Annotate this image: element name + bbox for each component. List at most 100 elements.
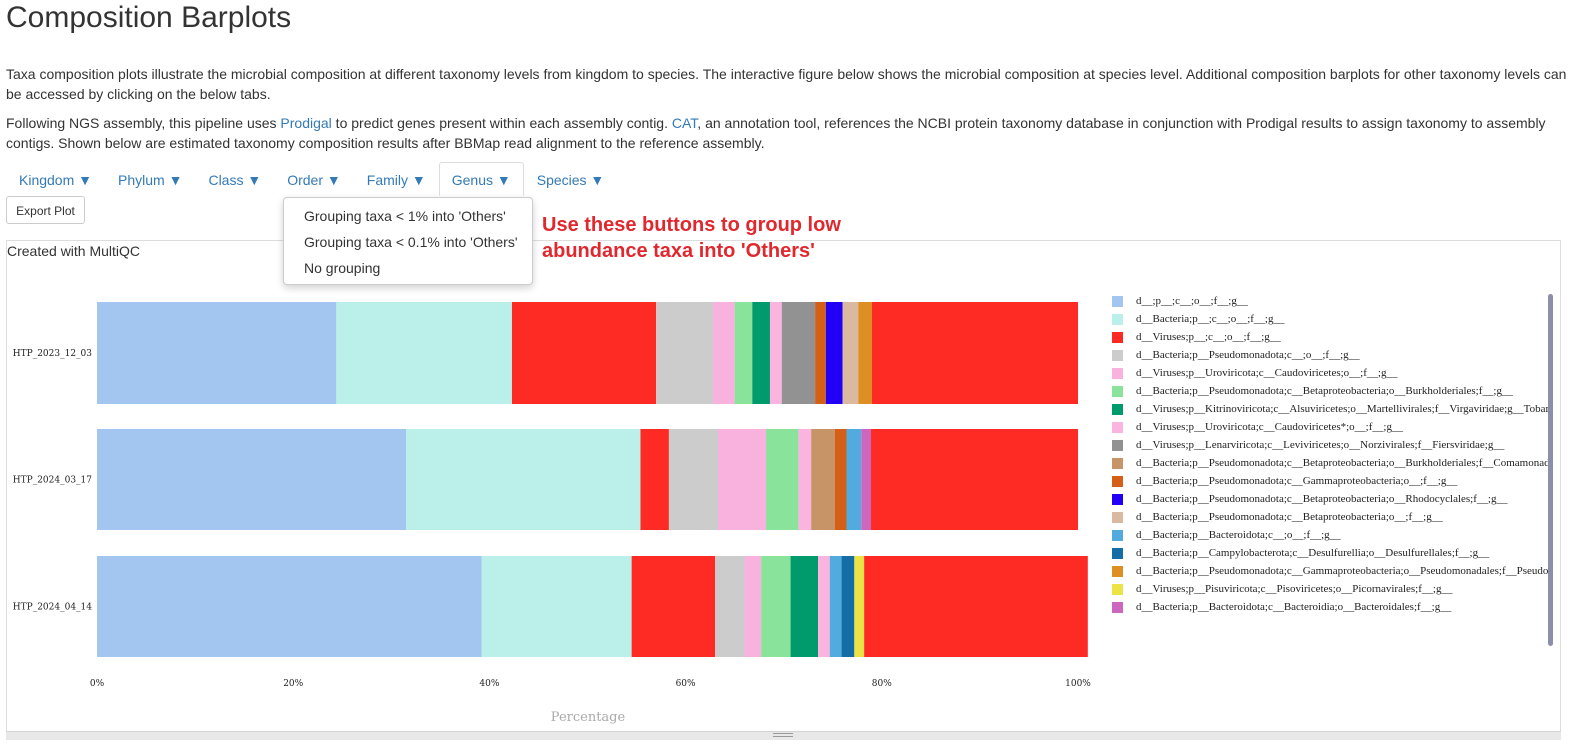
plot-resize-handle[interactable]: [6, 731, 1561, 740]
legend-item[interactable]: d__Viruses;p__Lenarviricota;c__Leviviric…: [1112, 438, 1550, 453]
legend-item[interactable]: d__Bacteria;p__Pseudomonadota;c__Gammapr…: [1112, 474, 1550, 489]
tab-class[interactable]: Class ▼: [208, 172, 262, 188]
bar-segment-0-18[interactable]: [871, 302, 1078, 404]
bar-segment-1-0[interactable]: [97, 429, 407, 530]
page-title: Composition Barplots: [6, 1, 292, 34]
bar-segment-0-5[interactable]: [734, 302, 753, 404]
tab-family[interactable]: Family ▼: [366, 172, 426, 188]
method-text-2: to predict genes present within each ass…: [331, 115, 672, 131]
legend-label: d__Viruses;p__Kitrinoviricota;c__Alsuvir…: [1136, 403, 1550, 415]
group-1pct-option[interactable]: Grouping taxa < 1% into 'Others': [304, 208, 506, 224]
bar-segment-1-3[interactable]: [668, 429, 718, 530]
group-0-1pct-option[interactable]: Grouping taxa < 0.1% into 'Others': [304, 234, 518, 250]
export-plot-button[interactable]: Export Plot: [6, 196, 85, 224]
bar-segment-2-6[interactable]: [790, 556, 819, 657]
bar-segment-0-10[interactable]: [815, 302, 826, 404]
legend-swatch: [1112, 548, 1123, 559]
bar-segment-1-2[interactable]: [640, 429, 669, 530]
legend-label: d__Bacteria;p__Pseudomonadota;c__Gammapr…: [1136, 475, 1458, 487]
taxonomy-tabs: Kingdom ▼ Phylum ▼ Class ▼ Order ▼ Famil…: [6, 162, 617, 196]
no-grouping-option[interactable]: No grouping: [304, 260, 381, 276]
x-tick-label: 0%: [90, 679, 105, 689]
legend-item[interactable]: d__Viruses;p__Kitrinoviricota;c__Alsuvir…: [1112, 402, 1550, 417]
bar-segment-2-18[interactable]: [864, 556, 1088, 657]
legend-swatch: [1112, 368, 1123, 379]
bar-segment-2-1[interactable]: [481, 556, 632, 657]
prodigal-link[interactable]: Prodigal: [280, 115, 332, 131]
legend-item[interactable]: d__Viruses;p__Pisuviricota;c__Pisovirice…: [1112, 582, 1550, 597]
legend-item[interactable]: d__Viruses;p__;c__;o__;f__;g__: [1112, 330, 1550, 345]
legend-swatch: [1112, 530, 1123, 541]
bar-segment-1-17[interactable]: [861, 429, 872, 530]
legend-swatch: [1112, 512, 1123, 523]
legend-item[interactable]: d__Bacteria;p__Pseudomonadota;c__Gammapr…: [1112, 564, 1550, 579]
bar-segment-2-16[interactable]: [854, 556, 865, 657]
bar-segment-1-7[interactable]: [798, 429, 812, 530]
bar-segment-2-5[interactable]: [761, 556, 791, 657]
tab-order[interactable]: Order ▼: [287, 172, 341, 188]
legend-item[interactable]: d__Bacteria;p__Pseudomonadota;c__Betapro…: [1112, 510, 1550, 525]
legend-label: d__Viruses;p__Uroviricota;c__Caudovirice…: [1136, 367, 1398, 379]
legend-swatch: [1112, 476, 1123, 487]
bar-segment-0-4[interactable]: [713, 302, 735, 404]
legend-label: d__Viruses;p__Pisuviricota;c__Pisovirice…: [1136, 583, 1453, 595]
bar-segment-0-3[interactable]: [656, 302, 714, 404]
legend-swatch: [1112, 458, 1123, 469]
tab-kingdom[interactable]: Kingdom ▼: [19, 172, 93, 188]
legend-item[interactable]: d__Viruses;p__Uroviricota;c__Caudovirice…: [1112, 366, 1550, 381]
bar-segment-0-15[interactable]: [858, 302, 872, 404]
bar-segment-2-13[interactable]: [829, 556, 842, 657]
legend-item[interactable]: d__Bacteria;p__Bacteroidota;c__;o__;f__;…: [1112, 528, 1550, 543]
tab-genus[interactable]: Genus ▼: [438, 162, 524, 196]
legend-label: d__Bacteria;p__Pseudomonadota;c__Betapro…: [1136, 457, 1550, 469]
bar-segment-2-0[interactable]: [97, 556, 482, 657]
legend-item[interactable]: d__Bacteria;p__Pseudomonadota;c__Betapro…: [1112, 456, 1550, 471]
legend-item[interactable]: d__Bacteria;p__Pseudomonadota;c__;o__;f_…: [1112, 348, 1550, 363]
legend-item[interactable]: d__Bacteria;p__Pseudomonadota;c__Betapro…: [1112, 384, 1550, 399]
bar-segment-0-8[interactable]: [781, 302, 816, 404]
bar-segment-1-10[interactable]: [834, 429, 847, 530]
annotation-callout: Use these buttons to group low abundance…: [542, 214, 841, 262]
bar-segment-0-1[interactable]: [336, 302, 512, 404]
bar-segment-2-4[interactable]: [744, 556, 762, 657]
legend-item[interactable]: d__Viruses;p__Uroviricota;c__Caudovirice…: [1112, 420, 1550, 435]
bar-segment-2-3[interactable]: [715, 556, 745, 657]
legend-label: d__Bacteria;p__Pseudomonadota;c__Betapro…: [1136, 385, 1513, 397]
bar-segment-1-5[interactable]: [766, 429, 799, 530]
legend-item[interactable]: d__;p__;c__;o__;f__;g__: [1112, 294, 1550, 309]
legend-swatch: [1112, 296, 1123, 307]
method-text-1: Following NGS assembly, this pipeline us…: [6, 115, 281, 131]
cat-link[interactable]: CAT: [671, 115, 698, 131]
bar-segment-0-12[interactable]: [842, 302, 859, 404]
bar-segment-2-2[interactable]: [631, 556, 716, 657]
x-tick-label: 100%: [1065, 679, 1091, 689]
legend-swatch: [1112, 566, 1123, 577]
legend-label: d__Bacteria;p__;c__;o__;f__;g__: [1136, 313, 1285, 325]
bar-segment-2-14[interactable]: [841, 556, 855, 657]
legend-item[interactable]: d__Bacteria;p__Campylobacterota;c__Desul…: [1112, 546, 1550, 561]
legend-item[interactable]: d__Bacteria;p__Pseudomonadota;c__Betapro…: [1112, 492, 1550, 507]
tab-species[interactable]: Species ▼: [536, 172, 605, 188]
x-axis-label: Percentage: [551, 710, 626, 725]
resize-grip-icon: [773, 733, 793, 737]
bar-segment-1-4[interactable]: [717, 429, 767, 530]
legend-item[interactable]: d__Bacteria;p__;c__;o__;f__;g__: [1112, 312, 1550, 327]
legend-item[interactable]: d__Bacteria;p__Bacteroidota;c__Bacteroid…: [1112, 600, 1550, 615]
legend-swatch: [1112, 584, 1123, 595]
legend-swatch: [1112, 386, 1123, 397]
bar-segment-0-6[interactable]: [752, 302, 770, 404]
category-label: HTP_2023_12_03: [13, 349, 92, 359]
legend-label: d__Viruses;p__Lenarviricota;c__Leviviric…: [1136, 439, 1505, 451]
bar-segment-1-1[interactable]: [406, 429, 641, 530]
bar-segment-2-7[interactable]: [818, 556, 830, 657]
bar-segment-0-2[interactable]: [511, 302, 657, 404]
bar-segment-1-18[interactable]: [871, 429, 1078, 530]
x-tick-label: 40%: [479, 679, 499, 689]
bar-segment-0-0[interactable]: [97, 302, 337, 404]
tab-phylum[interactable]: Phylum ▼: [118, 172, 183, 188]
bar-segment-1-13[interactable]: [846, 429, 862, 530]
bar-segment-0-11[interactable]: [825, 302, 843, 404]
bar-segment-0-7[interactable]: [769, 302, 782, 404]
legend-scrollbar[interactable]: [1548, 294, 1553, 646]
bar-segment-1-9[interactable]: [811, 429, 835, 530]
